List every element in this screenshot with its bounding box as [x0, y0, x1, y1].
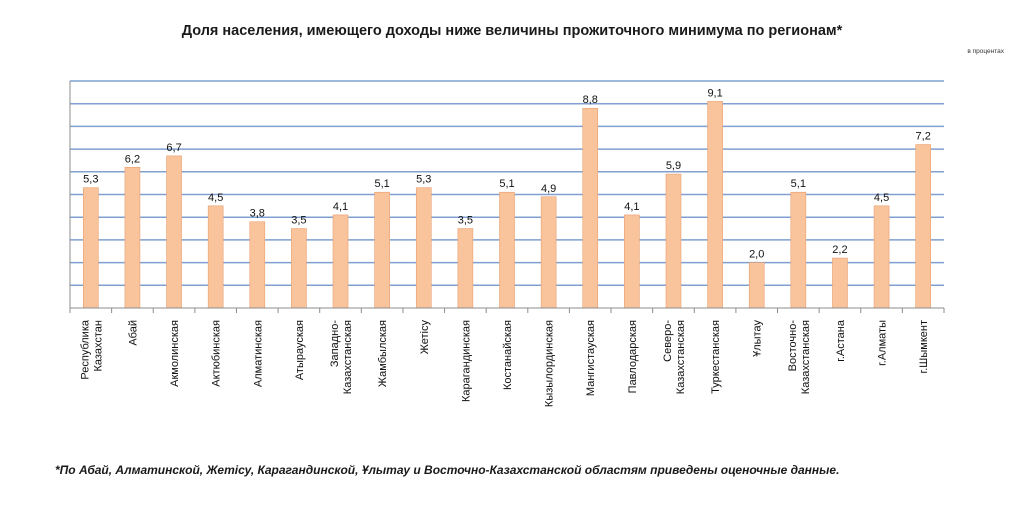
- category-label: Алматинская: [252, 320, 264, 387]
- data-label: 2,2: [832, 244, 847, 256]
- footnote: *По Абай, Алматинской, Жетісу, Караганди…: [55, 463, 840, 477]
- data-label: 4,9: [541, 183, 556, 195]
- category-label: Западно-: [329, 320, 341, 367]
- data-label: 4,1: [333, 201, 348, 213]
- data-label: 4,5: [874, 192, 889, 204]
- units-label: в процентах: [967, 48, 1004, 55]
- category-label: Кызылординская: [544, 320, 556, 407]
- category-label: Абай: [127, 320, 139, 346]
- bar: [832, 257, 848, 309]
- axes: [69, 81, 945, 313]
- category-label: Мангистауская: [585, 320, 597, 396]
- category-label: Казахстанская: [675, 320, 687, 394]
- bar: [790, 191, 807, 309]
- category-label: Восточно-: [787, 320, 799, 372]
- data-label: 3,5: [291, 215, 306, 227]
- data-label: 8,8: [583, 94, 598, 106]
- category-label: Жетісу: [419, 320, 431, 355]
- category-label: Республика: [79, 319, 91, 379]
- data-label: 5,1: [791, 178, 806, 190]
- bar: [332, 214, 349, 309]
- bar: [374, 191, 390, 309]
- category-label: Костанайская: [502, 320, 514, 390]
- bar: [291, 228, 307, 309]
- category-label: г.Астана: [835, 319, 847, 362]
- category-label: Казахстанская: [800, 320, 812, 394]
- data-label: 7,2: [916, 131, 931, 143]
- category-label: Атырауская: [294, 320, 306, 380]
- data-label: 4,5: [208, 192, 223, 204]
- category-label: Актюбинская: [211, 320, 223, 387]
- category-label: Северо-: [662, 320, 674, 362]
- category-label: Казахстанская: [342, 320, 354, 394]
- bar: [748, 262, 765, 309]
- data-label: 5,3: [83, 174, 98, 186]
- data-label: 3,8: [250, 208, 265, 220]
- data-label: 6,2: [125, 153, 140, 165]
- bar: [124, 166, 141, 309]
- bar: [707, 101, 723, 309]
- bar: [665, 173, 682, 309]
- bars: [83, 101, 931, 309]
- category-label: Акмолинская: [169, 320, 181, 387]
- bar: [915, 144, 931, 309]
- bar: [582, 107, 599, 309]
- data-label: 3,5: [458, 215, 473, 227]
- bar: [83, 187, 99, 309]
- data-label: 2,0: [749, 249, 764, 261]
- category-label: г.Алматы: [877, 320, 889, 366]
- category-label: Жамбылская: [377, 320, 389, 387]
- bar: [249, 221, 266, 309]
- bar: [873, 205, 890, 309]
- bar: [415, 187, 432, 309]
- bar: [624, 214, 640, 309]
- data-label: 5,3: [416, 174, 431, 186]
- bar: [540, 196, 557, 309]
- bar: [166, 155, 182, 309]
- bar: [499, 191, 515, 309]
- data-label: 9,1: [707, 87, 722, 99]
- data-label: 4,1: [624, 201, 639, 213]
- chart-title: Доля населения, имеющего доходы ниже вел…: [181, 23, 843, 39]
- category-label: Казахстан: [92, 320, 104, 372]
- bar: [457, 228, 474, 309]
- data-label: 6,7: [166, 142, 181, 154]
- category-label: г.Шымкент: [918, 320, 930, 373]
- data-label: 5,1: [499, 178, 514, 190]
- category-label: Карагандинская: [460, 320, 472, 402]
- data-label: 5,9: [666, 160, 681, 172]
- bar: [207, 205, 224, 309]
- category-label: Туркестанская: [710, 320, 722, 394]
- labels: 5,3 Республика Казахстан 6,2 Абай 6,7 Акмолинс…: [79, 87, 931, 407]
- data-label: 5,1: [374, 178, 389, 190]
- category-label: Ұлытау: [752, 320, 764, 357]
- category-label: Павлодарская: [627, 320, 639, 393]
